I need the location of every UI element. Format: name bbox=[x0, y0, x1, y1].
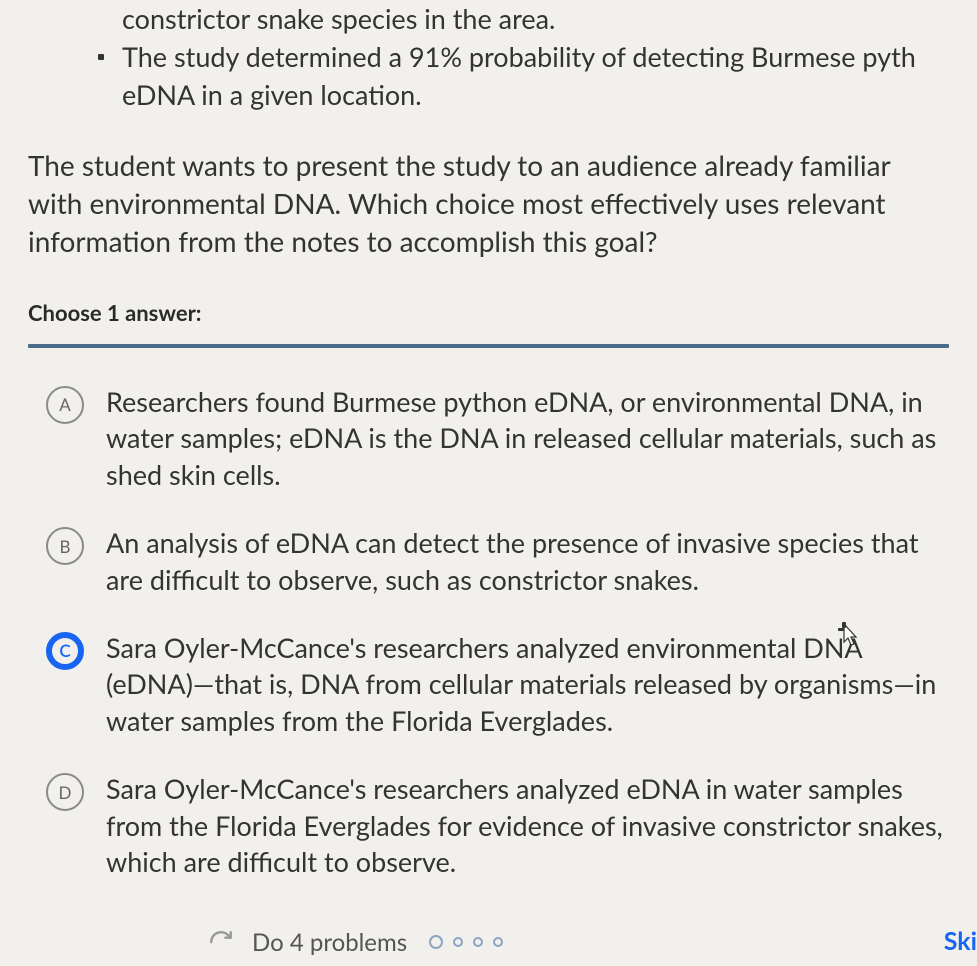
progress-dot bbox=[429, 935, 443, 949]
bullet-dot-icon bbox=[98, 54, 104, 60]
choice-a[interactable]: A Researchers found Burmese python eDNA,… bbox=[28, 370, 949, 511]
question-content: constrictor snake species in the area. T… bbox=[0, 0, 977, 899]
progress-dot bbox=[453, 937, 463, 947]
choice-b[interactable]: B An analysis of eDNA can detect the pre… bbox=[28, 511, 949, 616]
choice-c[interactable]: C Sara Oyler-McCance's researchers analy… bbox=[28, 616, 949, 757]
choice-radio-c[interactable]: C bbox=[46, 632, 84, 670]
do-problems-label: Do 4 problems bbox=[252, 928, 407, 957]
choice-radio-d[interactable]: D bbox=[46, 773, 84, 811]
progress-dot bbox=[493, 937, 503, 947]
progress-dot bbox=[473, 937, 483, 947]
choices-divider bbox=[28, 344, 949, 348]
bullet-partial-text: constrictor snake species in the area. bbox=[122, 0, 949, 38]
answer-choices: A Researchers found Burmese python eDNA,… bbox=[28, 370, 949, 899]
refresh-icon[interactable] bbox=[208, 929, 234, 955]
choice-text-a: Researchers found Burmese python eDNA, o… bbox=[106, 384, 949, 493]
question-stem: The student wants to present the study t… bbox=[28, 147, 949, 260]
progress-dots bbox=[429, 935, 503, 949]
choose-answer-label: Choose 1 answer: bbox=[28, 299, 949, 326]
bottom-bar: Do 4 problems Ski bbox=[0, 918, 977, 966]
bullet-item: The study determined a 91% probability o… bbox=[98, 38, 949, 114]
skip-button[interactable]: Ski bbox=[944, 926, 977, 956]
choice-text-c: Sara Oyler-McCance's researchers analyze… bbox=[106, 630, 949, 739]
choice-radio-a[interactable]: A bbox=[46, 386, 84, 424]
choice-d[interactable]: D Sara Oyler-McCance's researchers analy… bbox=[28, 757, 949, 898]
choice-text-b: An analysis of eDNA can detect the prese… bbox=[106, 525, 949, 598]
choice-text-d: Sara Oyler-McCance's researchers analyze… bbox=[106, 771, 949, 880]
bullet-text: The study determined a 91% probability o… bbox=[122, 38, 949, 114]
choice-radio-b[interactable]: B bbox=[46, 527, 84, 565]
